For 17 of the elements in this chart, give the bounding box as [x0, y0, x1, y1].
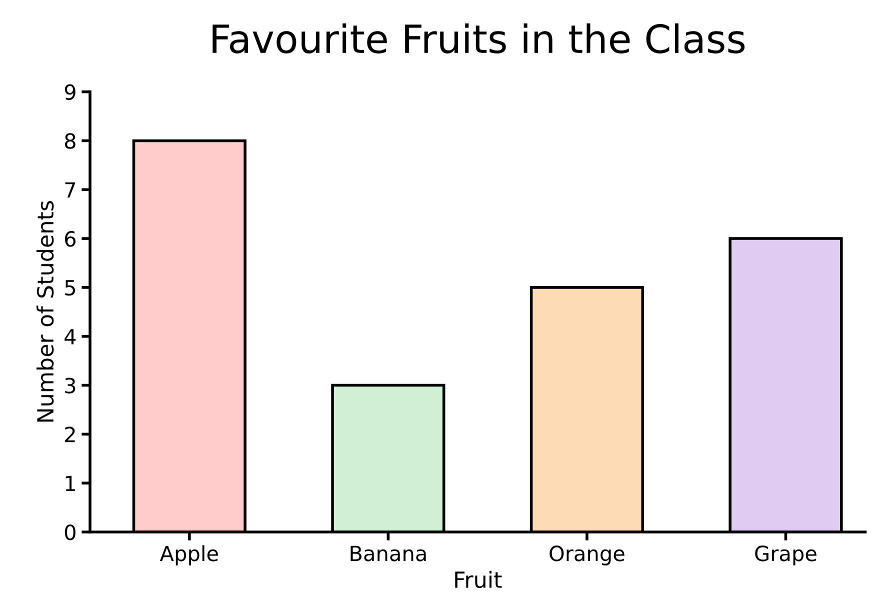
x-axis-title: Fruit — [455, 570, 502, 588]
x-tick-label: Banana — [350, 546, 426, 562]
y-tick-label: 5 — [65, 280, 76, 296]
y-axis-title: Number of Students — [36, 201, 54, 422]
y-tick-label: 2 — [65, 426, 75, 442]
y-tick-label: 0 — [64, 524, 76, 540]
x-tick-label: Apple — [160, 545, 218, 566]
x-tick-label: Orange — [550, 546, 624, 566]
y-tick-label: 3 — [65, 378, 76, 394]
chart-title: Favourite Fruits in the Class — [212, 23, 745, 54]
y-tick-label: 1 — [66, 476, 75, 492]
y-tick-label: 8 — [64, 133, 76, 149]
y-tick-label: 9 — [64, 84, 76, 100]
y-tick-label: 7 — [65, 182, 76, 198]
y-tick-label: 4 — [64, 329, 76, 344]
y-tick-label: 6 — [65, 230, 76, 247]
x-tick-label: Grape — [755, 546, 816, 566]
